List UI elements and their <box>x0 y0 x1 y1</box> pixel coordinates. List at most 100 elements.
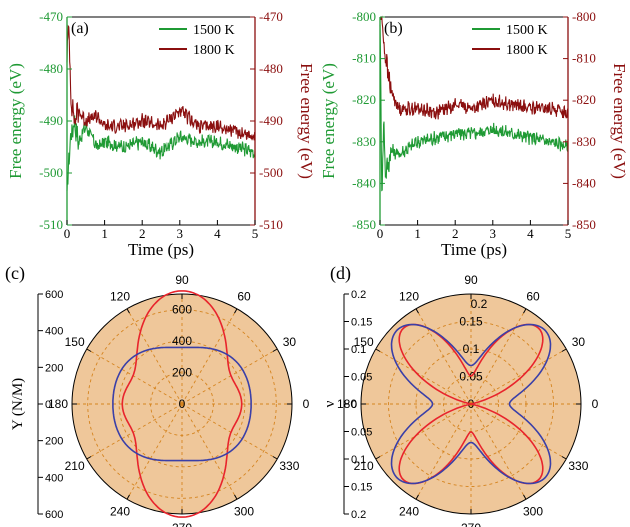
panel-label: (c) <box>5 263 25 284</box>
radial-axis-tick-label: 0 <box>351 399 357 411</box>
polar-angle-tick <box>375 456 381 460</box>
left-y-tick-label: -830 <box>352 134 376 149</box>
radial-axis-tick-label: 600 <box>45 509 63 521</box>
polar-radial-tick-label: 600 <box>172 303 192 317</box>
polar-angle-label: 120 <box>399 290 419 304</box>
x-tick-label: 1 <box>101 226 108 241</box>
legend-label: 1800 K <box>506 43 548 58</box>
left-y-tick-label: -510 <box>39 217 63 232</box>
legend-label: 1800 K <box>193 43 235 58</box>
x-tick-label: 0 <box>377 226 384 241</box>
series-line-1 <box>66 24 256 141</box>
panel-b: 0 1 2 3 4 5 -800 -800 -810 -810 -820 -820 -830 -830 -8… <box>319 9 629 259</box>
polar-spoke <box>181 308 238 405</box>
polar-spoke <box>470 403 567 460</box>
left-y-tick-label: -820 <box>352 92 376 107</box>
polar-spoke <box>181 348 278 405</box>
polar-angle-label: 150 <box>65 335 85 349</box>
polar-angle-label: 270 <box>172 521 192 527</box>
polar-angle-tick <box>523 308 527 314</box>
polar-angle-label: 0 <box>303 397 310 411</box>
polar-angle-tick <box>375 348 381 352</box>
radial-axis-tick-label: 0.05 <box>351 372 372 384</box>
polar-angle-label: 270 <box>461 521 481 527</box>
polar-angle-label: 0 <box>592 397 599 411</box>
polar-angle-tick <box>272 456 278 460</box>
polar-spoke <box>126 308 183 405</box>
radial-axis-tick-label: 0.05 <box>351 427 372 439</box>
right-y-axis-label: Free energy (eV) <box>610 63 629 179</box>
polar-angle-label: 210 <box>354 459 374 473</box>
x-axis-label: Time (ps) <box>128 240 194 259</box>
right-y-axis-label: Free energy (eV) <box>297 63 316 179</box>
polar-angle-tick <box>561 348 567 352</box>
polar-spoke <box>415 403 472 500</box>
series-line-1 <box>379 15 569 120</box>
left-y-tick-label: -810 <box>352 51 376 66</box>
polar-angle-tick <box>523 494 527 500</box>
polar-angle-label: 330 <box>279 459 299 473</box>
panel-label: (d) <box>330 263 351 284</box>
left-y-tick-label: -480 <box>39 61 63 76</box>
right-y-tick-label: -810 <box>572 51 596 66</box>
polar-angle-label: 240 <box>399 504 419 518</box>
right-y-tick-label: -850 <box>572 217 596 232</box>
x-tick-label: 0 <box>64 226 71 241</box>
right-y-tick-label: -480 <box>259 61 283 76</box>
polar-angle-tick <box>234 494 238 500</box>
polar-radial-tick-label: 200 <box>172 366 192 380</box>
radial-axis-tick-label: 200 <box>45 436 63 448</box>
radial-axis-tick-label: 600 <box>45 289 63 301</box>
legend-label: 1500 K <box>193 23 235 38</box>
x-axis-label: Time (ps) <box>441 240 507 259</box>
left-y-tick-label: -500 <box>39 165 63 180</box>
radial-axis-tick-label: 400 <box>45 326 63 338</box>
polar-spoke <box>470 403 527 500</box>
radial-axis-tick-label: 0.15 <box>351 482 372 494</box>
polar-angle-label: 90 <box>464 273 478 287</box>
polar-angle-tick <box>415 308 419 314</box>
polar-angle-label: 60 <box>526 290 540 304</box>
polar-angle-label: 210 <box>65 459 85 473</box>
right-y-tick-label: -490 <box>259 113 283 128</box>
polar-spoke <box>470 308 527 405</box>
polar-radial-tick-label: 400 <box>172 334 192 348</box>
polar-series-red <box>121 290 243 518</box>
polar-spoke <box>181 403 278 460</box>
right-y-tick-label: -510 <box>259 217 283 232</box>
polar-spoke <box>470 348 567 405</box>
polar-angle-label: 30 <box>283 335 297 349</box>
radial-axis-tick-label: 0.2 <box>351 289 366 301</box>
right-y-tick-label: -500 <box>259 165 283 180</box>
polar-radial-tick-label: 0.2 <box>471 297 488 311</box>
polar-grid-circle <box>388 321 554 487</box>
polar-spoke <box>181 403 238 500</box>
panel-d: 030609012015018021024027030033000.050.10… <box>322 263 599 527</box>
x-tick-label: 2 <box>452 226 459 241</box>
x-tick-label: 1 <box>414 226 421 241</box>
x-tick-label: 3 <box>177 226 184 241</box>
polar-angle-tick <box>561 456 567 460</box>
polar-angle-tick <box>415 494 419 500</box>
radial-axis-tick-label: 0 <box>45 399 51 411</box>
polar-angle-tick <box>86 348 92 352</box>
panel-a: 0 1 2 3 4 5 -470 -470 -480 -480 -490 -490 -500 -500 -5… <box>6 9 316 259</box>
polar-angle-tick <box>126 494 130 500</box>
radial-axis-tick-label: 400 <box>45 472 63 484</box>
polar-angle-tick <box>126 308 130 314</box>
radial-axis-label: Y (N/M) <box>10 378 26 430</box>
panel-label: (a) <box>71 20 89 37</box>
radial-axis-tick-label: 200 <box>45 362 63 374</box>
panel-c: 0 30 60 90 120 150 180 210 240 270 300 330 0 200 400 60… <box>5 263 310 527</box>
polar-angle-label: 30 <box>572 335 586 349</box>
polar-grid-circle <box>87 309 277 499</box>
x-tick-label: 4 <box>527 226 534 241</box>
polar-radial-tick-label: 0 <box>179 397 186 411</box>
polar-angle-label: 150 <box>354 335 374 349</box>
legend-label: 1500 K <box>506 23 548 38</box>
polar-spoke <box>86 403 183 460</box>
radial-axis-tick-label: 0.15 <box>351 317 372 329</box>
left-y-tick-label: -490 <box>39 113 63 128</box>
polar-angle-tick <box>86 456 92 460</box>
right-y-tick-label: -820 <box>572 92 596 107</box>
